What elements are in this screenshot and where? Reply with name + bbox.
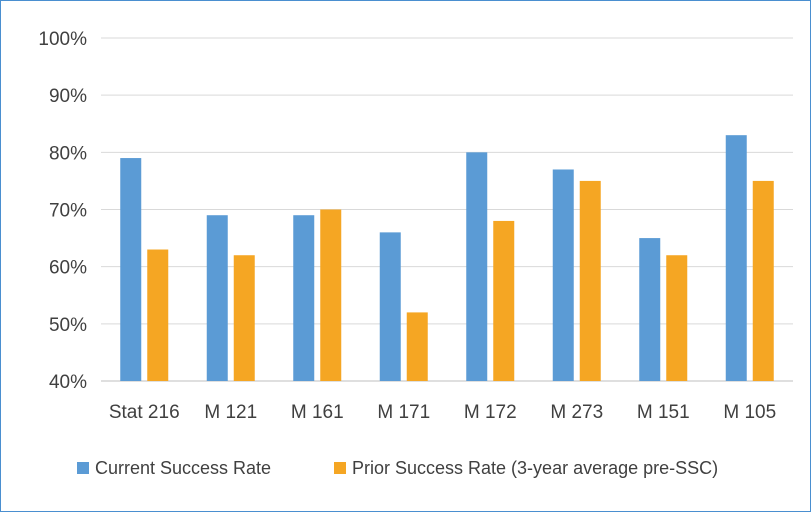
bar-prior — [320, 209, 342, 381]
bar-prior — [666, 255, 688, 381]
bar-prior — [579, 180, 601, 381]
bar-current — [639, 238, 661, 381]
bar-current — [466, 152, 488, 381]
y-tick-label: 50% — [49, 315, 87, 336]
x-tick-label: M 161 — [291, 402, 344, 423]
bar-prior — [406, 312, 428, 381]
bar-current — [552, 169, 574, 381]
x-tick-label: M 273 — [550, 402, 603, 423]
bar-prior — [233, 255, 255, 381]
bar-current — [120, 158, 142, 381]
bars — [120, 135, 774, 381]
x-axis-ticks: Stat 216 M 121 M 161 M 171 M 172 M 273 M 151 M … — [109, 402, 776, 423]
legend-swatch — [334, 462, 346, 474]
y-axis-ticks: 40% 50% 60% 70% 80% 90% 100% — [38, 29, 87, 393]
legend-label: Prior Success Rate (3-year average pre-S… — [352, 458, 718, 478]
y-tick-label: 40% — [49, 372, 87, 393]
y-tick-label: 60% — [49, 258, 87, 279]
x-tick-label: M 151 — [637, 402, 690, 423]
x-tick-label: M 172 — [464, 402, 517, 423]
bar-prior — [752, 180, 774, 381]
y-tick-label: 80% — [49, 143, 87, 164]
bar-current — [725, 135, 747, 381]
legend: Current Success Rate Prior Success Rate (… — [77, 458, 718, 478]
x-tick-label: Stat 216 — [109, 402, 180, 423]
legend-label: Current Success Rate — [95, 458, 271, 478]
gridlines — [101, 37, 793, 382]
bar-prior — [493, 220, 515, 381]
y-tick-label: 90% — [49, 86, 87, 107]
bar-current — [293, 215, 315, 381]
x-tick-label: M 105 — [723, 402, 776, 423]
x-tick-label: M 171 — [377, 402, 430, 423]
bar-prior — [147, 249, 169, 381]
y-tick-label: 100% — [38, 29, 87, 50]
y-tick-label: 70% — [49, 201, 87, 222]
legend-swatch — [77, 462, 89, 474]
x-tick-label: M 121 — [204, 402, 257, 423]
bar-current — [206, 215, 228, 381]
bar-current — [379, 232, 401, 381]
